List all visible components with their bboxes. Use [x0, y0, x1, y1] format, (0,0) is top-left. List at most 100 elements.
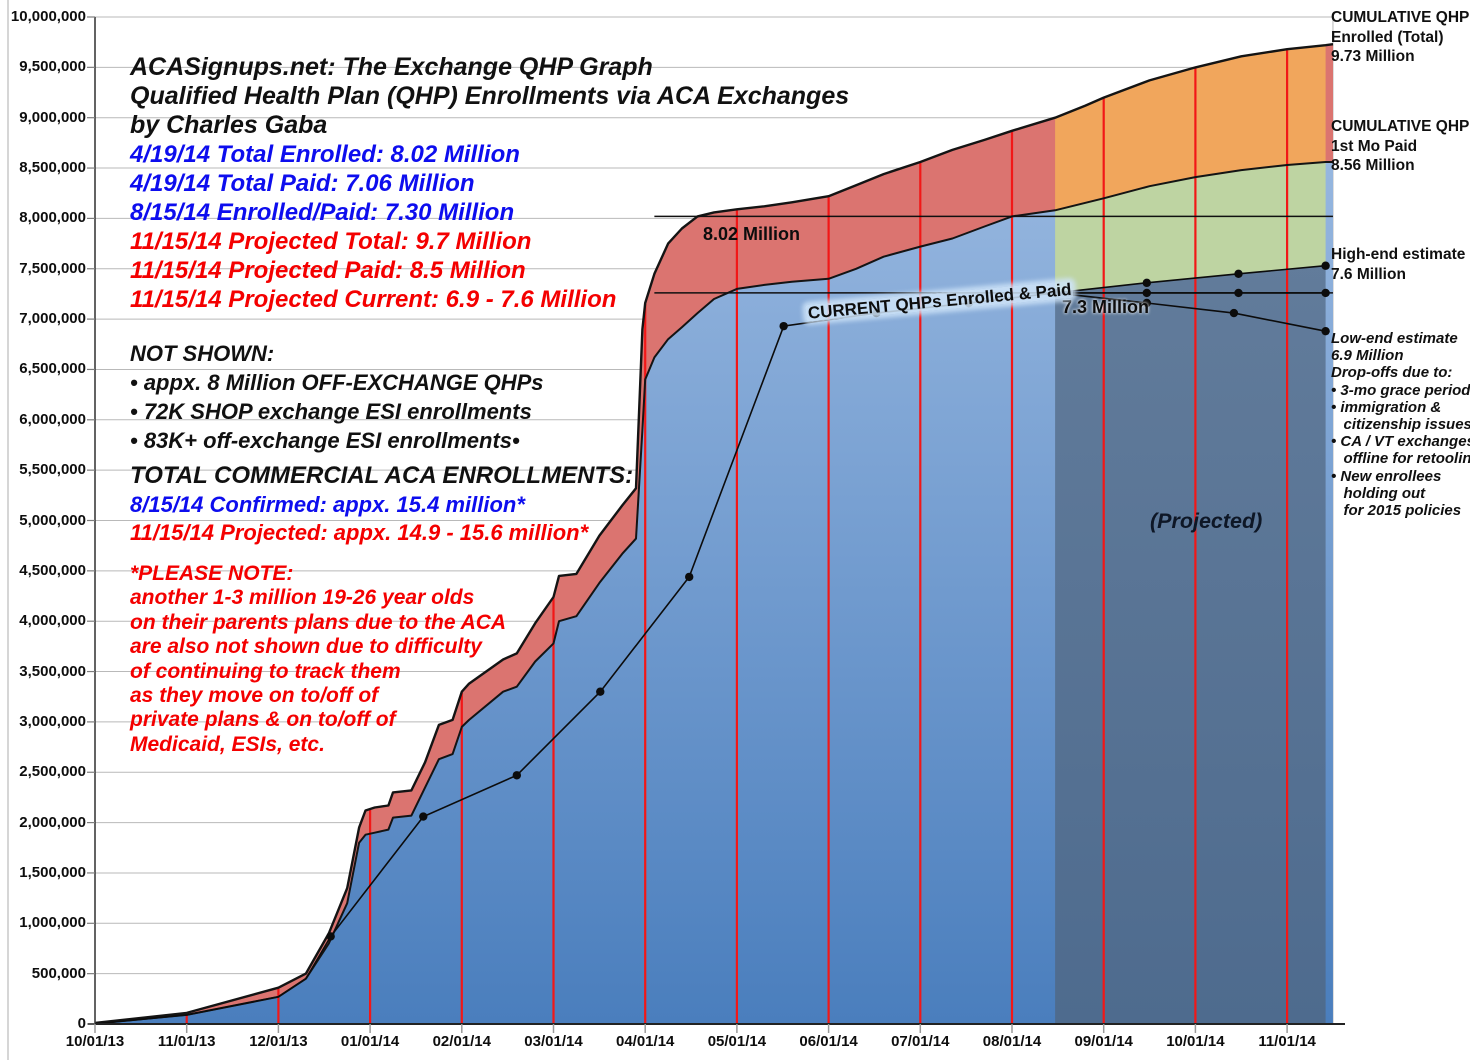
- area-projected-enrolled: [1055, 45, 1326, 211]
- y-axis-tick-label: 5,000,000: [19, 511, 86, 529]
- y-axis-tick-label: 1,500,000: [19, 863, 86, 881]
- data-point-dot: [1321, 288, 1330, 298]
- y-axis-tick-label: 0: [77, 1015, 86, 1032]
- not-shown-line: • appx. 8 Million OFF-EXCHANGE QHPs: [130, 370, 544, 395]
- x-axis-tick-label: 11/01/13: [157, 1033, 216, 1050]
- low-end-line: citizenship issues: [1331, 416, 1470, 434]
- x-axis-tick-label: 02/01/14: [432, 1033, 491, 1050]
- data-point-dot: [512, 771, 522, 780]
- label-low-end-estimate: Low-end estimate 6.9 Million Drop-offs due…: [1331, 330, 1470, 519]
- low-end-line: Drop-offs due to:: [1331, 364, 1453, 382]
- line-enrolled-total: [94, 43, 1334, 1025]
- confirmed-stat-line: 4/19/14 Total Enrolled: 8.02 Million: [130, 141, 520, 168]
- low-end-line: offline for retooling: [1331, 450, 1470, 468]
- cumulative-enrolled-line: Enrolled (Total): [1331, 28, 1444, 46]
- y-axis-tick-label: 3,000,000: [19, 712, 86, 730]
- total-projected-line: 11/15/14 Projected: appx. 14.9 - 15.6 mi…: [130, 520, 589, 545]
- low-end-line: for 2015 policies: [1331, 502, 1462, 520]
- confirmed-stats-block: 4/19/14 Total Enrolled: 8.02 Million 4/19…: [130, 140, 520, 227]
- please-note-line: Medicaid, ESIs, etc.: [130, 732, 325, 756]
- not-shown-line: • 72K SHOP exchange ESI enrollments: [130, 399, 532, 424]
- x-axis-tick-label: 05/01/14: [707, 1033, 767, 1050]
- y-axis-tick-label: 7,000,000: [19, 310, 86, 328]
- projected-stats-block: 11/15/14 Projected Total: 9.7 Million 11/…: [130, 227, 616, 314]
- y-axis-tick-label: 5,500,000: [19, 461, 86, 479]
- data-point-dot: [1321, 326, 1330, 336]
- x-axis-tick-label: 08/01/14: [982, 1033, 1042, 1050]
- area-projected-current: [1055, 265, 1326, 1024]
- confirmed-stat-line: 8/15/14 Enrolled/Paid: 7.30 Million: [130, 199, 515, 226]
- y-axis-tick-label: 1,000,000: [19, 914, 86, 932]
- projected-stat-line: 11/15/14 Projected Paid: 8.5 Million: [130, 257, 526, 284]
- x-axis-tick-label: 11/01/14: [1258, 1033, 1316, 1050]
- cumulative-paid-line: CUMULATIVE QHPs: [1331, 118, 1470, 135]
- not-shown-block: NOT SHOWN: • appx. 8 Million OFF-EXCHANGE…: [130, 339, 544, 455]
- y-axis-tick-label: 2,000,000: [19, 813, 86, 831]
- data-point-dot: [685, 572, 694, 582]
- cumulative-paid-line: 1st Mo Paid: [1331, 137, 1418, 155]
- not-shown-line: NOT SHOWN:: [130, 341, 275, 366]
- label-cumulative-enrolled: CUMULATIVE QHPs Enrolled (Total) 9.73 Mill…: [1331, 8, 1470, 67]
- area-projected-paid: [1055, 162, 1326, 293]
- chart-title-line: Qualified Health Plan (QHP) Enrollments …: [130, 82, 850, 110]
- projected-stat-line: 11/15/14 Projected Total: 9.7 Million: [130, 228, 532, 255]
- line-current-low: [1055, 292, 1326, 332]
- high-end-line: High-end estimate: [1331, 246, 1466, 263]
- line-current-high: [1055, 264, 1326, 294]
- please-note-line: private plans & on to/off of: [130, 708, 396, 732]
- low-end-line: 6.9 Million: [1331, 347, 1404, 365]
- annotation-8-02-million: 8.02 Million: [703, 224, 801, 244]
- y-axis-tick-label: 500,000: [31, 964, 86, 982]
- y-axis-tick-label: 6,000,000: [19, 410, 86, 428]
- annotation-7-3-million: 7.3 Million: [1062, 297, 1150, 317]
- total-confirmed-line: 8/15/14 Confirmed: appx. 15.4 million*: [130, 492, 525, 517]
- y-axis-tick-label: 2,500,000: [19, 763, 86, 781]
- data-point-dot: [419, 812, 428, 821]
- y-axis-tick-label: 6,500,000: [19, 360, 86, 378]
- low-end-line: • CA / VT exchanges: [1331, 433, 1470, 451]
- x-axis-tick-label: 12/01/13: [249, 1033, 308, 1050]
- x-axis-tick-label: 03/01/14: [524, 1033, 583, 1050]
- low-end-line: Low-end estimate: [1331, 330, 1458, 347]
- x-axis-tick-label: 04/01/14: [615, 1033, 675, 1050]
- cumulative-enrolled-line: 9.73 Million: [1331, 48, 1415, 65]
- cumulative-enrolled-line: CUMULATIVE QHPs: [1331, 9, 1470, 26]
- data-point-dot: [596, 687, 605, 696]
- x-axis-tick-label: 09/01/14: [1074, 1033, 1133, 1050]
- y-axis-tick-label: 3,500,000: [19, 662, 86, 680]
- please-note-line: another 1-3 million 19-26 year olds: [130, 586, 475, 610]
- y-axis-tick-label: 9,000,000: [19, 108, 86, 126]
- cumulative-paid-line: 8.56 Million: [1331, 157, 1415, 174]
- y-axis-tick-label: 4,000,000: [19, 612, 86, 630]
- x-axis-tick-label: 10/01/14: [1166, 1033, 1225, 1050]
- low-end-line: holding out: [1331, 484, 1426, 502]
- annotation-projected-label: (Projected): [1150, 509, 1263, 533]
- projected-stat-line: 11/15/14 Projected Current: 6.9 - 7.6 Mi…: [130, 286, 617, 313]
- low-end-line: • 3-mo grace period: [1331, 381, 1470, 399]
- data-point-dot: [1321, 261, 1330, 270]
- chart-title-line: by Charles Gaba: [130, 111, 328, 139]
- data-point-dot: [1234, 288, 1243, 298]
- y-axis-tick-label: 8,000,000: [19, 209, 86, 227]
- area-cumulative-paid: [95, 162, 1333, 1024]
- confirmed-stat-line: 4/19/14 Total Paid: 7.06 Million: [130, 170, 475, 197]
- data-point-dot: [1142, 298, 1151, 308]
- data-point-dot: [1142, 278, 1151, 288]
- please-note-line: as they move on to/off of: [130, 684, 379, 708]
- line-paid: [94, 161, 1333, 1025]
- y-axis-tick-label: 9,500,000: [19, 58, 86, 76]
- data-point-dot: [1229, 308, 1239, 318]
- chart-title-block: ACASignups.net: The Exchange QHP Graph Qu…: [130, 53, 849, 140]
- x-axis-tick-label: 06/01/14: [799, 1033, 858, 1050]
- y-axis-tick-label: 4,500,000: [19, 561, 86, 579]
- x-axis-tick-label: 10/01/13: [65, 1033, 125, 1050]
- chart-title-line: ACASignups.net: The Exchange QHP Graph: [130, 53, 653, 81]
- data-point-dot: [326, 932, 335, 941]
- label-high-end-estimate: High-end estimate 7.6 Million: [1331, 245, 1465, 284]
- please-note-line: *PLEASE NOTE:: [130, 562, 294, 585]
- please-note-block: *PLEASE NOTE: another 1-3 million 19-26 y…: [130, 562, 506, 757]
- please-note-line: on their parents plans due to the ACA: [130, 610, 507, 634]
- low-end-line: • New enrollees: [1331, 467, 1442, 485]
- data-point-dot: [1234, 269, 1243, 278]
